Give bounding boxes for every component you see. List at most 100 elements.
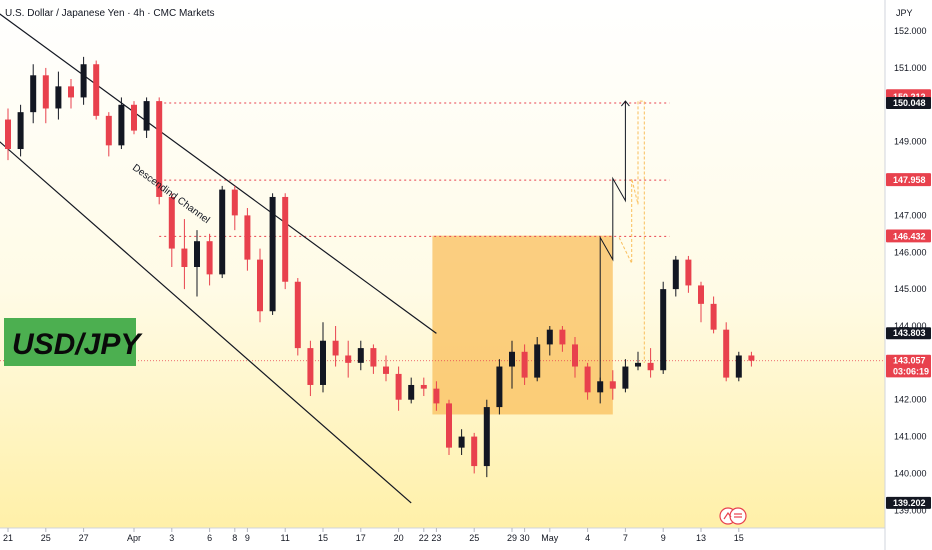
candle-body: [509, 351, 515, 367]
candles-layer: [5, 56, 755, 478]
candle-body: [194, 241, 200, 267]
price-badge: 146.432: [886, 230, 931, 243]
candle: [383, 355, 389, 382]
candle-body: [168, 196, 175, 249]
price-tick-label: 140.000: [894, 468, 927, 478]
candle: [269, 193, 276, 315]
price-tick-label: 147.000: [894, 210, 927, 220]
candle: [156, 97, 163, 205]
time-tick-label: 15: [318, 533, 328, 543]
price-badge: 147.958: [886, 174, 931, 187]
candle-body: [496, 366, 503, 408]
candle: [660, 281, 667, 374]
tradingview-logo[interactable]: [719, 507, 747, 525]
candle: [698, 281, 704, 323]
candle: [105, 112, 112, 157]
currency-label: JPY: [896, 8, 913, 18]
candle: [257, 248, 263, 323]
projection-path: [599, 101, 626, 389]
candle: [332, 325, 339, 367]
candle: [534, 337, 541, 382]
price-badge-text: 03:06:19: [893, 366, 929, 376]
price-badge: 150.048: [886, 97, 931, 110]
price-badge-text: 143.803: [893, 328, 926, 338]
price-badge-background: [886, 496, 931, 509]
candle-body: [395, 373, 402, 400]
time-tick-label: 6: [207, 533, 212, 543]
time-tick-label: 22: [419, 533, 429, 543]
candle: [370, 344, 377, 374]
channel-upper-line: [0, 13, 437, 334]
time-tick-label: 3: [169, 533, 174, 543]
time-tick-label: May: [541, 533, 559, 543]
price-badge-background: [886, 365, 931, 378]
price-badge-background: [886, 327, 931, 340]
accumulation-zone-box: [432, 235, 613, 415]
candle: [55, 71, 62, 120]
time-axis[interactable]: 21 25 27 Apr 3 6 8 9 11 15 17 20 22 23 25 29 30 May 4 7 9 13 1…: [3, 528, 744, 543]
candle-body: [231, 189, 238, 216]
time-axis-background: [0, 528, 885, 550]
price-tick-label: 139.000: [894, 505, 927, 515]
candle: [345, 340, 352, 378]
candle: [408, 377, 415, 404]
candle: [282, 193, 289, 290]
time-tick-label: 15: [734, 533, 744, 543]
projection-layer: [599, 100, 645, 389]
price-tick-label: 149.000: [894, 137, 927, 147]
candle-body: [635, 362, 641, 367]
time-tick-label: 27: [79, 533, 89, 543]
channel-lower-line: [0, 141, 412, 504]
candle-body: [559, 329, 566, 345]
candle-body: [383, 366, 389, 374]
price-tick-label: 142.000: [894, 395, 927, 405]
candle-body: [320, 340, 326, 385]
price-badge-text: 150.212: [893, 92, 926, 102]
time-tick-label: 25: [469, 533, 479, 543]
label-box-background: [4, 318, 136, 366]
price-tick-label: 151.000: [894, 63, 927, 73]
candle-body: [572, 344, 578, 367]
candle: [118, 97, 125, 150]
candle-body: [546, 329, 553, 345]
candle-body: [118, 104, 125, 146]
candle-body: [370, 348, 377, 367]
price-badge: 139.202: [886, 496, 931, 509]
time-tick-label: 4: [585, 533, 590, 543]
candle: [17, 104, 24, 157]
candle: [509, 340, 515, 389]
candle: [521, 344, 528, 385]
candle: [458, 429, 465, 456]
candle-body: [282, 196, 289, 282]
candle: [231, 185, 238, 231]
candle: [42, 67, 49, 124]
candle: [307, 340, 314, 397]
candle-body: [710, 303, 717, 330]
channel-layer: [0, 13, 437, 504]
time-tick-label: 29: [507, 533, 517, 543]
candle: [471, 432, 478, 474]
time-tick-label: 8: [232, 533, 237, 543]
candle: [320, 322, 326, 393]
candle-body: [521, 351, 528, 378]
time-tick-label: 17: [356, 533, 366, 543]
candle: [635, 351, 641, 371]
candle: [735, 351, 742, 382]
price-badge-text: 139.202: [893, 498, 926, 508]
candle: [5, 108, 11, 161]
candle-body: [269, 196, 276, 312]
price-badge-background: [886, 230, 931, 243]
candle: [483, 399, 490, 478]
price-badges: 150.259150.212150.048147.982147.958146.4…: [886, 89, 931, 509]
projection-arrow-icon: [621, 100, 630, 107]
time-tick-label: 21: [3, 533, 13, 543]
candle-body: [30, 75, 37, 113]
candle: [685, 255, 692, 293]
price-badge-background: [886, 174, 931, 187]
price-tick-label: 144.000: [894, 321, 927, 331]
candle-body: [534, 344, 541, 378]
candle-body: [257, 259, 263, 312]
price-badge-background: [886, 97, 931, 110]
